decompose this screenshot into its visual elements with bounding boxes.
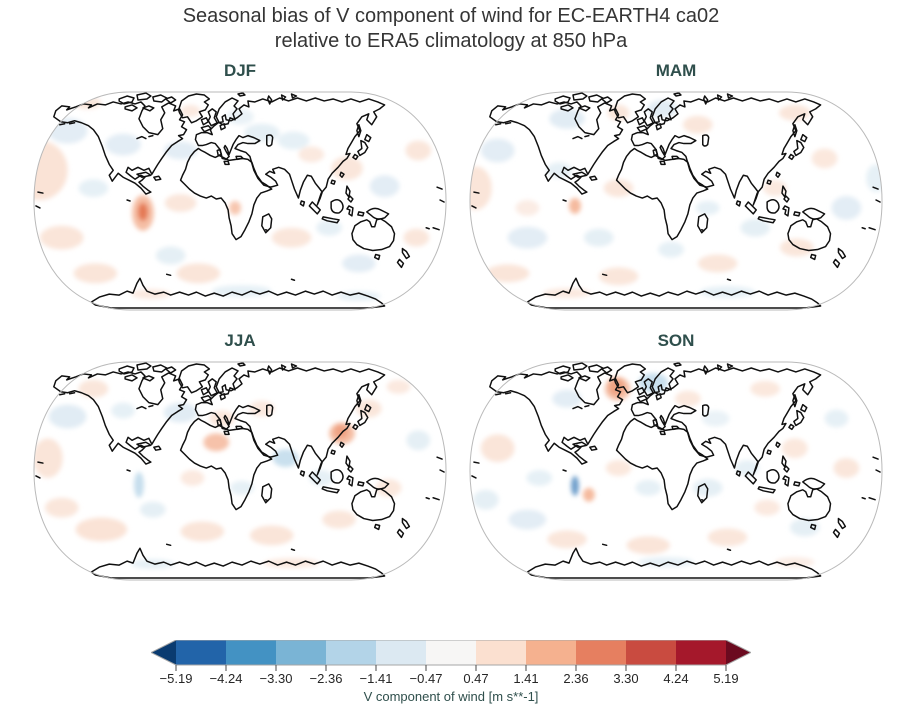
map-mam <box>469 91 883 311</box>
colorbar-segment <box>326 640 376 665</box>
figure-title-line1: Seasonal bias of V component of wind for… <box>182 5 720 27</box>
tick-label: −4.24 <box>209 671 243 686</box>
bias-shading <box>33 97 432 302</box>
colorbar-segment <box>276 640 326 665</box>
tick-label: −5.19 <box>159 671 193 686</box>
colorbar-segment <box>576 640 626 665</box>
panel-jja: JJA <box>32 330 448 583</box>
colorbar-extend-right <box>726 640 751 665</box>
colorbar-segment <box>626 640 676 665</box>
panel-son: SON <box>468 330 884 583</box>
globe-background <box>469 92 883 310</box>
colorbar-segment <box>426 640 476 665</box>
colorbar-segment <box>226 640 276 665</box>
colorbar-axis-label: V component of wind [m s**-1] <box>363 689 539 704</box>
tick-label: 5.19 <box>713 671 739 686</box>
tick-label: 2.36 <box>563 671 589 686</box>
globe-outline <box>469 361 883 581</box>
tick-label: −1.41 <box>359 671 393 686</box>
tick-label: 1.41 <box>513 671 539 686</box>
colorbar-segment <box>176 640 226 665</box>
colorbar: −5.19 −4.24 −3.30 −2.36 −1.41 −0.47 0.47… <box>149 639 753 706</box>
panel-djf: DJF <box>32 60 448 313</box>
tick-label: −2.36 <box>309 671 343 686</box>
tick-label: 4.24 <box>663 671 689 686</box>
panel-title-jja: JJA <box>224 331 256 350</box>
panel-title-son: SON <box>657 331 695 350</box>
figure-title-line2: relative to ERA5 climatology at 850 hPa <box>274 30 628 52</box>
panel-title-mam: MAM <box>655 61 697 80</box>
globe-outline <box>469 91 883 311</box>
colorbar-tick-marks <box>175 665 727 671</box>
tick-label: −3.30 <box>259 671 293 686</box>
globe-outline <box>33 361 447 581</box>
globe-background <box>469 362 883 580</box>
colorbar-bar <box>149 639 753 671</box>
map-jja <box>33 361 447 581</box>
bias-shading <box>33 379 431 570</box>
tick-label: 0.47 <box>463 671 489 686</box>
colorbar-segment <box>526 640 576 665</box>
tick-label: −0.47 <box>409 671 443 686</box>
colorbar-segment <box>676 640 726 665</box>
map-son <box>469 361 883 581</box>
panel-title-djf: DJF <box>223 61 257 80</box>
figure-title: Seasonal bias of V component of wind for… <box>0 4 902 54</box>
globe-outline <box>33 91 447 311</box>
colorbar-segment <box>476 640 526 665</box>
tick-label: 3.30 <box>613 671 639 686</box>
colorbar-segment <box>376 640 426 665</box>
colorbar-extend-left <box>151 640 176 665</box>
panel-mam: MAM <box>468 60 884 313</box>
map-djf <box>33 91 447 311</box>
colorbar-tick-labels: −5.19 −4.24 −3.30 −2.36 −1.41 −0.47 0.47… <box>151 671 751 687</box>
